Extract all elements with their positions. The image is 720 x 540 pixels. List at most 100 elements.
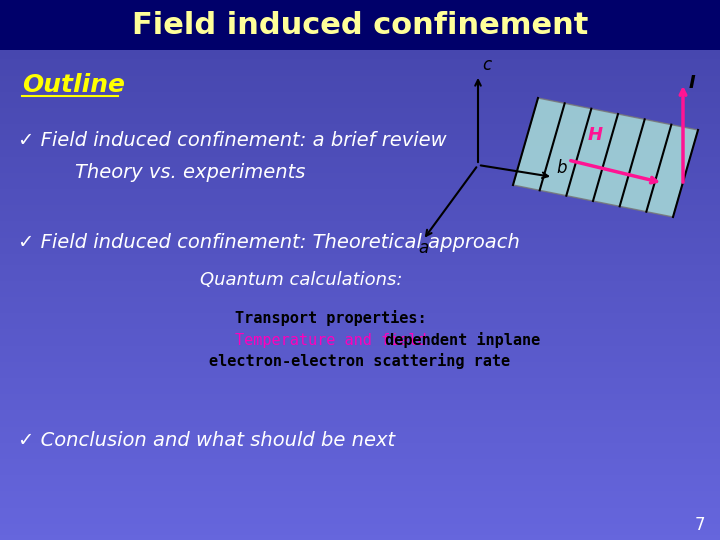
Bar bbox=[0, 199, 720, 205]
Bar bbox=[0, 458, 720, 464]
Bar bbox=[0, 378, 720, 383]
Bar bbox=[0, 86, 720, 92]
Bar bbox=[0, 355, 720, 362]
Bar bbox=[0, 188, 720, 194]
Bar bbox=[0, 286, 720, 292]
Bar bbox=[0, 513, 720, 518]
Bar bbox=[0, 308, 720, 313]
Bar bbox=[0, 238, 720, 243]
Text: I: I bbox=[689, 74, 696, 92]
Text: c: c bbox=[482, 56, 491, 74]
Bar bbox=[0, 130, 720, 135]
Bar bbox=[0, 259, 720, 265]
Bar bbox=[0, 469, 720, 475]
Bar bbox=[0, 243, 720, 248]
Bar bbox=[0, 76, 720, 81]
Bar bbox=[0, 442, 720, 448]
Bar bbox=[0, 178, 720, 184]
Bar bbox=[0, 21, 720, 27]
Bar bbox=[0, 167, 720, 173]
Bar bbox=[0, 362, 720, 367]
Bar bbox=[0, 5, 720, 11]
Bar bbox=[0, 184, 720, 189]
Bar bbox=[0, 345, 720, 351]
Bar bbox=[0, 474, 720, 481]
Bar bbox=[0, 97, 720, 103]
Bar bbox=[0, 427, 720, 432]
Bar bbox=[0, 22, 720, 27]
Bar bbox=[0, 49, 720, 54]
Bar bbox=[0, 339, 720, 346]
Bar bbox=[0, 48, 720, 54]
Text: Temperature and field: Temperature and field bbox=[235, 333, 427, 348]
Bar bbox=[0, 502, 720, 508]
Bar bbox=[0, 140, 720, 146]
Text: Outline: Outline bbox=[22, 73, 125, 97]
Bar bbox=[0, 447, 720, 454]
Bar bbox=[0, 70, 720, 76]
Bar bbox=[0, 96, 720, 103]
Bar bbox=[0, 220, 720, 227]
Bar bbox=[0, 162, 720, 167]
Bar bbox=[0, 366, 720, 373]
Bar bbox=[0, 81, 720, 86]
Bar bbox=[0, 313, 720, 319]
Text: a: a bbox=[418, 239, 428, 257]
Text: b: b bbox=[556, 159, 567, 177]
Bar bbox=[0, 37, 720, 43]
Bar bbox=[0, 285, 720, 292]
Bar bbox=[0, 292, 720, 297]
Bar bbox=[0, 351, 720, 356]
Bar bbox=[0, 75, 720, 81]
Bar bbox=[0, 226, 720, 232]
Bar bbox=[0, 497, 720, 502]
Bar bbox=[0, 139, 720, 146]
Bar bbox=[0, 265, 720, 270]
Bar bbox=[0, 453, 720, 459]
Bar bbox=[0, 102, 720, 108]
Bar bbox=[0, 388, 720, 394]
Bar bbox=[0, 59, 720, 65]
Bar bbox=[0, 523, 720, 529]
Bar bbox=[0, 470, 720, 475]
Bar bbox=[0, 518, 720, 524]
Bar bbox=[0, 463, 720, 470]
Text: dependent inplane: dependent inplane bbox=[376, 332, 540, 348]
Bar bbox=[0, 297, 720, 302]
Bar bbox=[0, 389, 720, 394]
Bar bbox=[0, 485, 720, 491]
Bar bbox=[0, 91, 720, 97]
Bar bbox=[0, 329, 720, 335]
Bar bbox=[0, 200, 720, 205]
Bar bbox=[0, 119, 720, 124]
Text: ✓ Field induced confinement: a brief review: ✓ Field induced confinement: a brief rev… bbox=[18, 131, 446, 150]
Bar bbox=[0, 448, 720, 454]
Bar bbox=[0, 296, 720, 302]
Bar bbox=[0, 242, 720, 248]
Bar bbox=[0, 501, 720, 508]
Bar bbox=[0, 410, 720, 416]
Bar bbox=[0, 436, 720, 443]
Bar bbox=[0, 535, 720, 540]
Bar bbox=[0, 508, 720, 513]
Bar bbox=[0, 161, 720, 167]
Bar bbox=[0, 274, 720, 281]
Bar bbox=[0, 399, 720, 405]
Bar bbox=[0, 270, 720, 275]
Text: 7: 7 bbox=[695, 516, 706, 534]
Bar bbox=[0, 372, 720, 378]
Bar bbox=[0, 107, 720, 113]
Bar bbox=[0, 113, 720, 119]
Bar bbox=[0, 346, 720, 351]
Bar bbox=[0, 210, 720, 216]
Bar bbox=[0, 177, 720, 184]
Bar bbox=[0, 416, 720, 421]
Bar bbox=[0, 432, 720, 437]
Bar bbox=[0, 248, 720, 254]
Bar bbox=[0, 85, 720, 92]
Bar bbox=[0, 27, 720, 32]
Bar bbox=[0, 103, 720, 108]
Bar bbox=[0, 118, 720, 124]
Bar bbox=[0, 189, 720, 194]
Bar bbox=[0, 157, 720, 162]
